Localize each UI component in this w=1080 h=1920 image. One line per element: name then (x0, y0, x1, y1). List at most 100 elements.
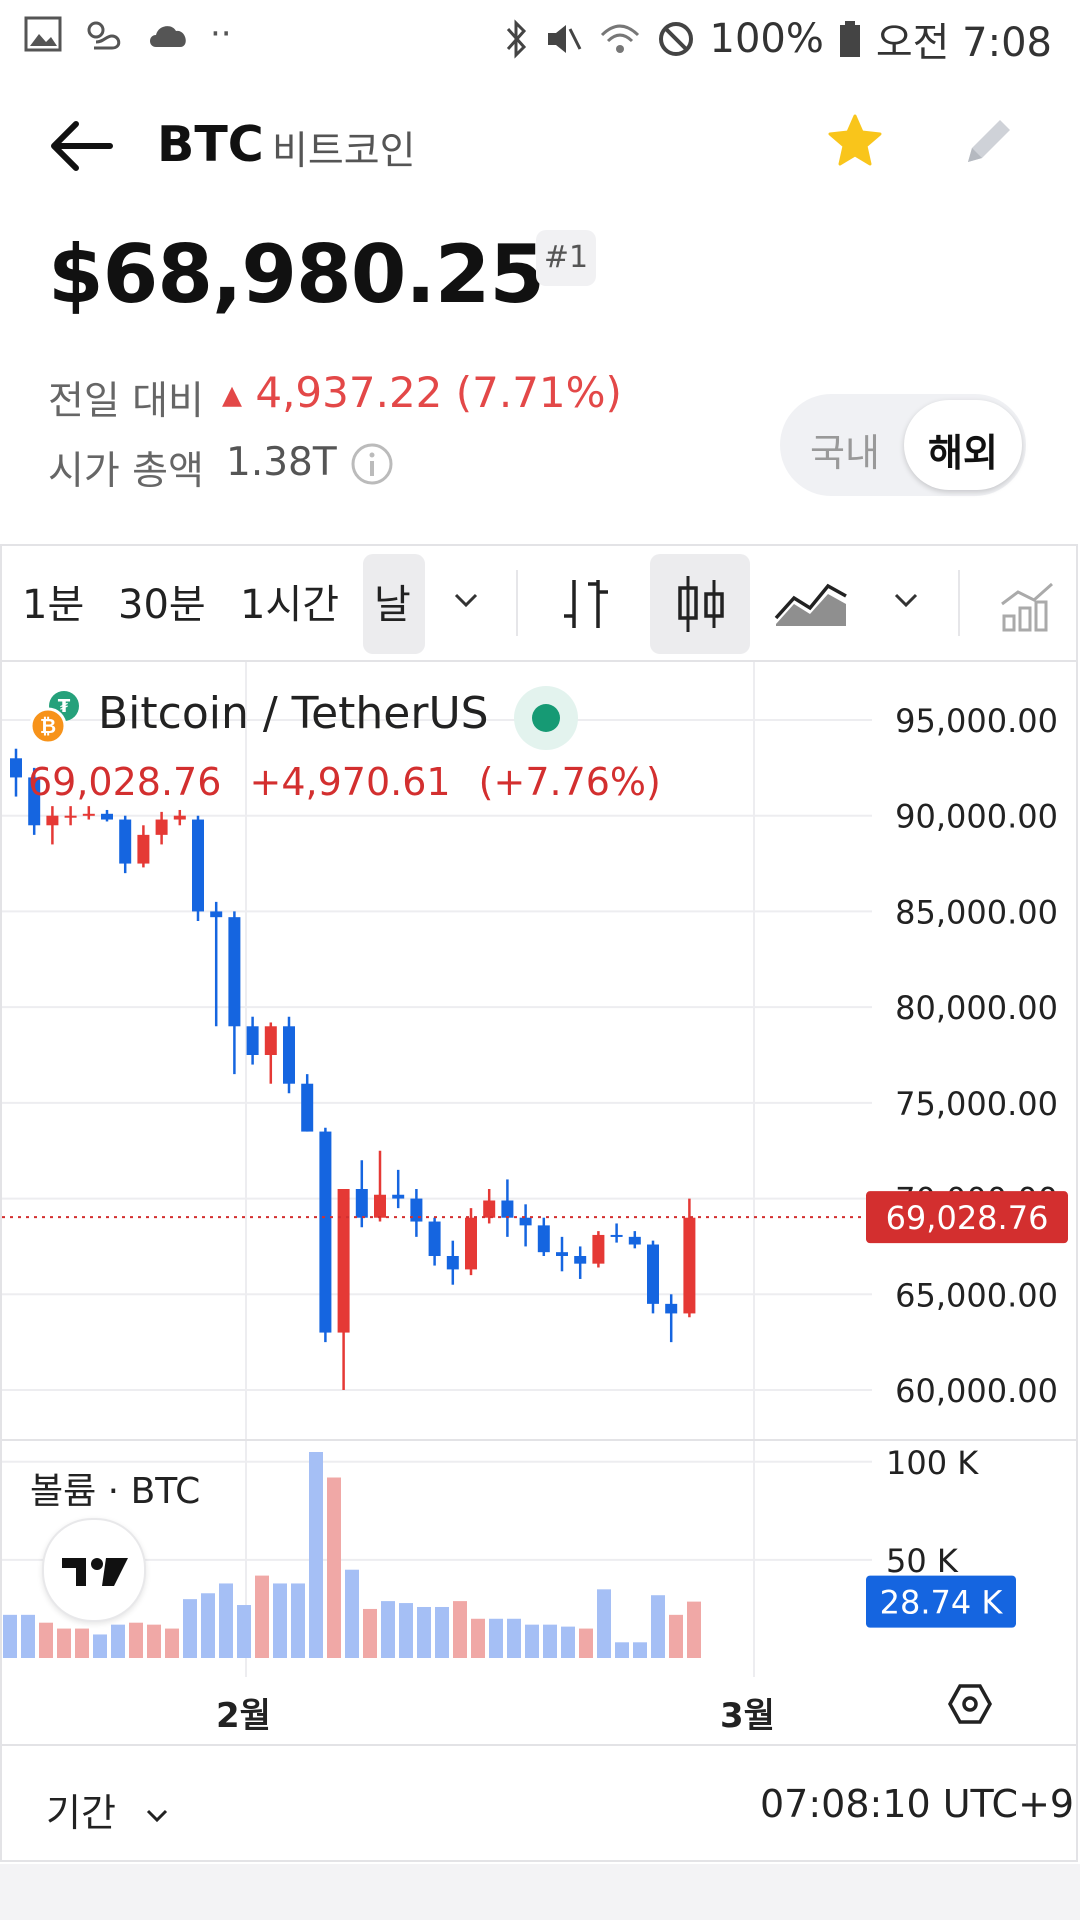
toggle-foreign-pill[interactable] (904, 400, 1022, 490)
wifi-icon (600, 24, 639, 53)
mute-icon (547, 25, 581, 53)
volume-bar (525, 1624, 539, 1658)
bottom-strip (0, 1864, 1080, 1920)
bar-chart-type-icon[interactable] (560, 576, 612, 632)
area-chart-type-icon[interactable] (774, 580, 848, 628)
more-notifications-icon: ·· (210, 14, 232, 54)
price-chart[interactable]: 95,000.00 90,000.00 85,000.00 80,000.00 75,0… (2, 662, 1076, 1742)
indicators-icon[interactable] (998, 574, 1056, 632)
change-label: 전일 대비 (48, 379, 204, 424)
y-tick-label: 75,000.00 (895, 1085, 1058, 1123)
volume-bar (327, 1477, 341, 1658)
volume-bar (93, 1634, 107, 1658)
toolbar-separator (958, 570, 960, 636)
image-notification-icon (24, 16, 62, 52)
candle-body (46, 815, 59, 826)
up-triangle-icon: ▲ (222, 380, 242, 411)
candle-body (647, 1244, 659, 1304)
change-value: ▲ 4,937.22 (7.71%) (222, 368, 622, 417)
volume-bar (543, 1624, 557, 1658)
bitcoin-tether-icon: ₮₿ (29, 691, 79, 745)
candle-body (392, 1194, 405, 1199)
chart-settings-icon[interactable] (946, 1680, 994, 1728)
volume-bar (417, 1606, 431, 1658)
volume-bar (633, 1642, 647, 1658)
volume-bar (291, 1583, 305, 1658)
change-amount: 4,937.22 (7.71%) (255, 368, 622, 417)
volume-bar (201, 1593, 215, 1658)
status-time: 오전 7:08 (875, 20, 1052, 66)
chart-title: Bitcoin / TetherUS (98, 688, 489, 739)
chart-type-selected-bg (650, 554, 750, 654)
chart-type-dropdown-chevron-icon[interactable] (890, 584, 922, 616)
interval-selected-bg (363, 554, 425, 654)
y-tick-label: 85,000.00 (895, 893, 1058, 931)
candle-body (137, 834, 150, 864)
candle-body (228, 917, 241, 1027)
volume-bar (111, 1624, 125, 1658)
volume-bar (237, 1605, 251, 1658)
legend-values: 69,028.76 +4,970.61 (+7.76%) (28, 760, 677, 804)
interval-1m[interactable]: 1분 (22, 582, 85, 628)
volume-bar (165, 1628, 179, 1658)
toggle-foreign[interactable]: 해외 (928, 431, 998, 475)
volume-bar (561, 1626, 575, 1658)
pencil-icon[interactable] (960, 112, 1018, 170)
star-icon[interactable] (826, 112, 884, 170)
volume-bar (21, 1614, 35, 1658)
interval-dropdown-chevron-icon[interactable] (450, 584, 482, 616)
candle-body (537, 1225, 550, 1253)
back-arrow-icon[interactable] (46, 116, 116, 176)
status-left-icons: ·· (24, 14, 232, 54)
chart-clock: 07:08:10 UTC+9 (760, 1782, 1075, 1826)
candle-chart-type-icon[interactable] (674, 574, 728, 634)
coin-name: 비트코인 (272, 129, 416, 174)
toggle-domestic[interactable]: 국내 (810, 431, 880, 475)
candle-body (556, 1252, 568, 1256)
info-icon[interactable] (350, 442, 394, 486)
tradingview-logo-icon (62, 1558, 128, 1586)
interval-1h[interactable]: 1시간 (240, 582, 340, 628)
status-bar: ·· 100% 오전 7:08 (0, 0, 1080, 70)
volume-bar (345, 1569, 359, 1658)
volume-bar (453, 1601, 467, 1658)
interval-day[interactable]: 날 (374, 582, 411, 628)
candle-body (192, 819, 204, 912)
current-volume-label: 28.74 K (880, 1584, 1004, 1622)
candle-body (501, 1200, 514, 1218)
volume-bar (57, 1628, 71, 1658)
volume-bar (687, 1601, 701, 1658)
y-tick-label: 90,000.00 (895, 798, 1058, 836)
candle-body (28, 777, 41, 826)
volume-bar (669, 1614, 683, 1658)
candle-body (119, 819, 132, 864)
volume-bar (363, 1608, 377, 1658)
volume-tick-label: 50 K (886, 1542, 959, 1580)
volume-bar (381, 1601, 395, 1658)
battery-percent: 100% (709, 16, 824, 62)
period-selector[interactable]: 기간 (46, 1782, 172, 1837)
volume-tick-label: 100 K (886, 1444, 979, 1482)
legend-last-price: 69,028.76 (28, 760, 222, 804)
candle-body (155, 819, 168, 835)
current-price-tag (866, 1191, 1068, 1244)
volume-bar (75, 1628, 89, 1658)
period-chevron-icon (146, 1809, 168, 1822)
volume-bar (471, 1618, 485, 1658)
grid (2, 662, 1076, 1677)
y-tick-label: 65,000.00 (895, 1276, 1058, 1314)
cloud-icon (150, 26, 186, 47)
no-signal-icon (658, 22, 693, 56)
tradingview-logo[interactable] (42, 1518, 146, 1622)
interval-30m[interactable]: 30분 (118, 582, 206, 628)
weather-icon (87, 21, 121, 50)
volume-bar (3, 1614, 17, 1658)
candle-body (574, 1256, 587, 1264)
volume-bar (507, 1618, 521, 1658)
candle-body (355, 1189, 368, 1218)
volume-bar (255, 1575, 269, 1658)
volume-bar (435, 1606, 449, 1658)
legend-change: +4,970.61 (249, 760, 451, 804)
candle-body (283, 1026, 295, 1084)
volume-bar (651, 1595, 665, 1658)
